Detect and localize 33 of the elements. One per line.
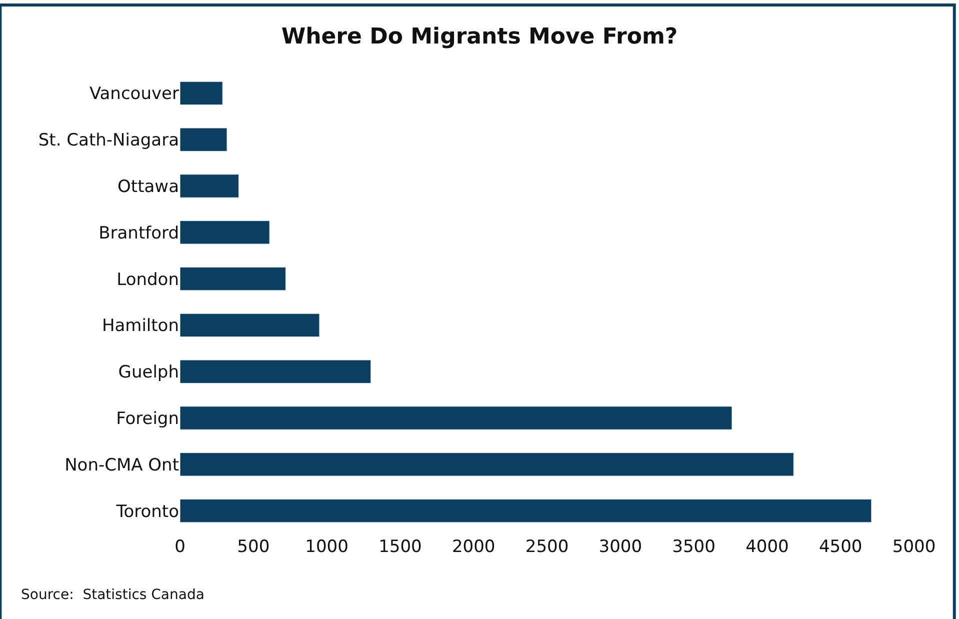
bar (180, 128, 228, 152)
y-tick-label: Vancouver (89, 84, 179, 104)
y-tick-label: Hamilton (102, 316, 179, 336)
chart-title: Where Do Migrants Move From? (281, 24, 678, 50)
y-tick-label: Foreign (116, 408, 179, 429)
y-tick-label: Toronto (115, 502, 179, 522)
x-tick-label: 0 (174, 537, 186, 557)
x-tick-label: 1500 (378, 537, 422, 557)
bar (180, 220, 270, 244)
y-tick-label: St. Cath-Niagara (38, 130, 179, 151)
bar (180, 406, 732, 430)
bar (180, 313, 320, 338)
x-tick-label: 1000 (305, 537, 348, 557)
y-tick-label: London (116, 270, 179, 290)
x-tick-label: 5000 (892, 537, 936, 557)
x-tick-label: 4000 (746, 537, 789, 557)
y-tick-label: Ottawa (118, 176, 179, 197)
bar (180, 498, 872, 523)
source-note: Source: Statistics Canada (21, 587, 204, 603)
x-tick-label: 3000 (598, 537, 642, 557)
bar (180, 452, 794, 476)
x-tick-label: 3500 (672, 537, 716, 557)
x-tick-label: 2500 (525, 537, 569, 557)
bar (180, 174, 239, 198)
x-tick-label: 4500 (818, 537, 862, 557)
x-tick-label: 500 (237, 537, 270, 557)
bar (180, 360, 372, 384)
bar (180, 81, 223, 106)
y-tick-label: Non-CMA Ont (64, 455, 180, 476)
y-tick-label: Brantford (98, 223, 179, 244)
y-tick-label: Guelph (118, 362, 179, 383)
bar (180, 266, 286, 291)
x-tick-label: 2000 (452, 537, 496, 557)
